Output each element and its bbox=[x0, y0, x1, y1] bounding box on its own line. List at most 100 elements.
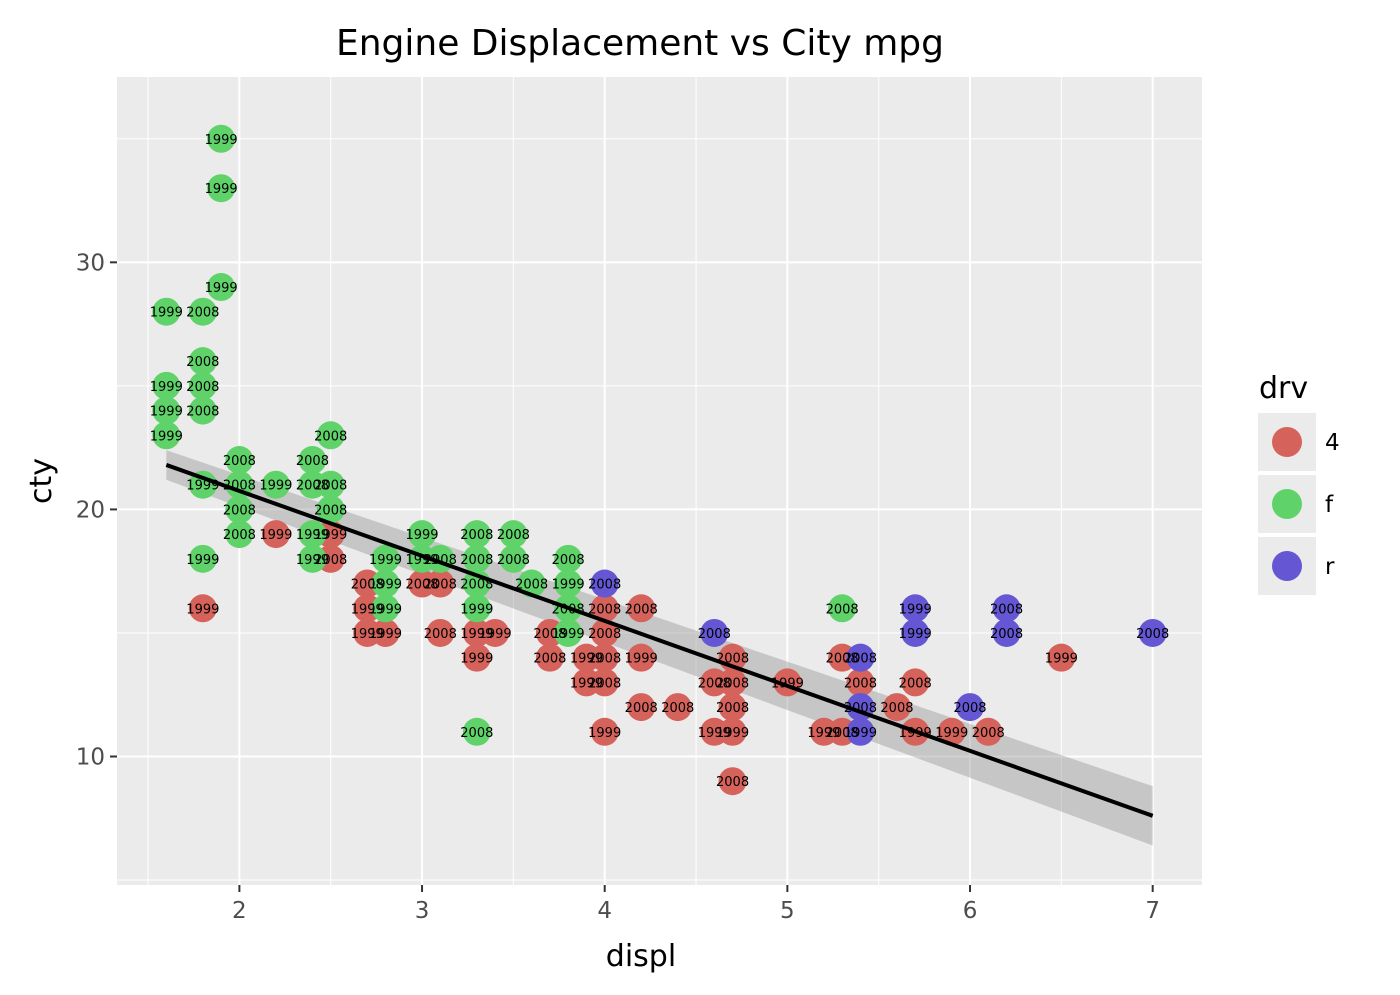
data-point-4 bbox=[718, 693, 747, 722]
data-point-r bbox=[901, 594, 930, 623]
data-point-f bbox=[152, 421, 181, 450]
data-point-f bbox=[499, 544, 528, 573]
point-year-label: 1999 bbox=[625, 652, 658, 667]
data-point-4 bbox=[901, 668, 930, 697]
point-year-label: 2008 bbox=[844, 676, 877, 691]
point-year-label: 1999 bbox=[552, 578, 585, 593]
point-year-label: 2008 bbox=[424, 578, 457, 593]
data-point-r bbox=[590, 569, 619, 598]
point-year-label: 2008 bbox=[314, 503, 347, 518]
data-point-r bbox=[846, 643, 875, 672]
legend-label-r: r bbox=[1325, 554, 1335, 580]
point-year-label: 1999 bbox=[844, 726, 877, 741]
data-point-f bbox=[462, 544, 491, 573]
legend-label-f: f bbox=[1325, 492, 1334, 518]
point-year-label: 2008 bbox=[716, 701, 749, 716]
data-point-4 bbox=[718, 717, 747, 746]
point-year-label: 2008 bbox=[314, 429, 347, 444]
legend-swatch-4 bbox=[1272, 427, 1302, 457]
point-year-label: 2008 bbox=[990, 627, 1023, 642]
data-point-f bbox=[462, 594, 491, 623]
data-point-4 bbox=[535, 643, 564, 672]
data-point-r bbox=[992, 618, 1021, 647]
point-year-label: 2008 bbox=[424, 627, 457, 642]
point-year-label: 2008 bbox=[826, 652, 859, 667]
point-year-label: 2008 bbox=[533, 627, 566, 642]
point-year-label: 2008 bbox=[533, 652, 566, 667]
point-year-label: 1999 bbox=[186, 602, 219, 617]
point-year-label: 1999 bbox=[588, 726, 621, 741]
data-point-f bbox=[371, 569, 400, 598]
legend: drv 4 f r bbox=[1258, 371, 1340, 595]
point-year-label: 1999 bbox=[186, 553, 219, 568]
point-year-label: 2008 bbox=[826, 726, 859, 741]
data-point-4 bbox=[590, 594, 619, 623]
point-year-label: 1999 bbox=[935, 726, 968, 741]
point-year-label: 2008 bbox=[296, 454, 329, 469]
point-year-label: 2008 bbox=[497, 553, 530, 568]
point-year-label: 2008 bbox=[460, 528, 493, 543]
point-year-label: 1999 bbox=[716, 726, 749, 741]
data-point-r bbox=[700, 618, 729, 647]
plot-panel bbox=[117, 77, 1202, 885]
data-point-f bbox=[225, 495, 254, 524]
data-point-f bbox=[225, 520, 254, 549]
point-year-label: 1999 bbox=[351, 602, 384, 617]
point-year-label: 1999 bbox=[460, 602, 493, 617]
point-year-label: 1999 bbox=[405, 553, 438, 568]
data-point-f bbox=[207, 273, 236, 302]
trend-line bbox=[165, 463, 1154, 818]
legend-label-4: 4 bbox=[1325, 430, 1340, 456]
data-point-4 bbox=[937, 717, 966, 746]
point-year-label: 2008 bbox=[186, 405, 219, 420]
data-point-4 bbox=[718, 767, 747, 796]
point-year-label: 2008 bbox=[588, 676, 621, 691]
point-year-label: 2008 bbox=[552, 553, 585, 568]
point-year-label: 1999 bbox=[259, 479, 292, 494]
point-year-label: 1999 bbox=[570, 676, 603, 691]
point-year-label: 2008 bbox=[716, 676, 749, 691]
point-year-label: 2008 bbox=[953, 701, 986, 716]
point-year-label: 1999 bbox=[205, 281, 238, 296]
data-point-4 bbox=[663, 693, 692, 722]
data-point-f bbox=[554, 544, 583, 573]
data-point-f bbox=[188, 297, 217, 326]
point-year-label: 2008 bbox=[880, 701, 913, 716]
point-year-label: 2008 bbox=[497, 528, 530, 543]
point-year-label: 2008 bbox=[826, 602, 859, 617]
data-point-f bbox=[225, 445, 254, 474]
data-point-f bbox=[207, 174, 236, 203]
point-year-label: 1999 bbox=[296, 553, 329, 568]
point-year-label: 1999 bbox=[479, 627, 512, 642]
point-year-label: 2008 bbox=[716, 775, 749, 790]
data-point-f bbox=[188, 396, 217, 425]
x-tick-label: 5 bbox=[780, 898, 795, 924]
data-point-4 bbox=[481, 618, 510, 647]
y-axis-title: cty bbox=[24, 458, 59, 504]
point-year-label: 2008 bbox=[460, 578, 493, 593]
data-point-4 bbox=[371, 618, 400, 647]
data-point-f bbox=[152, 371, 181, 400]
point-year-label: 1999 bbox=[460, 627, 493, 642]
point-year-label: 2008 bbox=[460, 553, 493, 568]
point-year-label: 1999 bbox=[899, 627, 932, 642]
x-axis-title: displ bbox=[606, 939, 676, 974]
data-point-f bbox=[462, 520, 491, 549]
point-year-label: 1999 bbox=[698, 726, 731, 741]
data-point-f bbox=[261, 470, 290, 499]
point-year-label: 1999 bbox=[369, 627, 402, 642]
data-point-f bbox=[371, 594, 400, 623]
data-point-f bbox=[408, 520, 437, 549]
data-point-4 bbox=[426, 618, 455, 647]
x-tick-label: 4 bbox=[597, 898, 612, 924]
point-year-label: 2008 bbox=[990, 602, 1023, 617]
point-year-label: 1999 bbox=[150, 405, 183, 420]
x-tick-label: 7 bbox=[1145, 898, 1160, 924]
point-year-label: 2008 bbox=[625, 701, 658, 716]
data-point-f bbox=[188, 347, 217, 376]
point-year-label: 1999 bbox=[296, 528, 329, 543]
point-year-label: 1999 bbox=[259, 528, 292, 543]
point-year-label: 2008 bbox=[460, 726, 493, 741]
point-year-label: 2008 bbox=[588, 578, 621, 593]
